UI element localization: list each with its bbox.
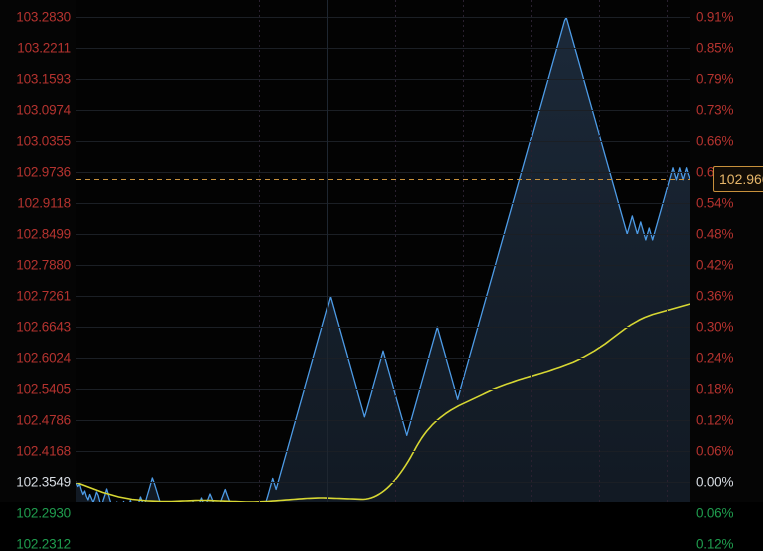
- axis-tick-label: 102.8499: [16, 226, 71, 242]
- axis-tick-label: 0.85%: [696, 40, 734, 56]
- gridline-horizontal: [76, 48, 690, 49]
- gridline-horizontal: [76, 17, 690, 18]
- gridline-horizontal: [76, 420, 690, 421]
- series-canvas: [76, 16, 690, 502]
- axis-tick-label: 0.06%: [696, 505, 734, 521]
- gridline-vertical-dotted: [259, 0, 260, 502]
- axis-tick-label: 0.18%: [696, 381, 734, 397]
- gridline-horizontal: [76, 172, 690, 173]
- axis-tick-label: 0.42%: [696, 257, 734, 273]
- right-percent-axis[interactable]: 0.91%0.85%0.79%0.73%0.66%0.60%0.54%0.48%…: [690, 0, 763, 550]
- left-price-axis[interactable]: 103.2830 103.2211 103.1593 103.0974 103.0355…: [0, 0, 76, 550]
- axis-tick-label: 0.54%: [696, 195, 734, 211]
- axis-tick-label: 103.0974: [16, 102, 71, 118]
- current-price-dashed-line: [76, 178, 690, 180]
- axis-tick-label: 102.2312: [16, 536, 71, 551]
- axis-tick-label: 0.91%: [696, 9, 734, 25]
- axis-tick-label: 0.66%: [696, 133, 734, 149]
- gridline-horizontal: [76, 327, 690, 328]
- axis-tick-label: 0.30%: [696, 319, 734, 335]
- gridline-horizontal: [76, 141, 690, 142]
- gridline-horizontal: [76, 234, 690, 235]
- axis-tick-label: 102.5405: [16, 381, 71, 397]
- gridline-horizontal: [76, 482, 690, 483]
- gridline-vertical-dotted: [667, 0, 668, 502]
- gridline-horizontal: [76, 389, 690, 390]
- axis-tick-label: 102.7880: [16, 257, 71, 273]
- gridline-vertical-dotted: [463, 0, 464, 502]
- axis-tick-label: 102.9118: [17, 195, 71, 211]
- axis-tick-label: 102.4168: [16, 443, 71, 459]
- axis-tick-label: 0.24%: [696, 350, 734, 366]
- axis-tick-label: 0.48%: [696, 226, 734, 242]
- gridline-horizontal: [76, 79, 690, 80]
- gridline-vertical-dotted: [599, 0, 600, 502]
- axis-tick-label: 103.2211: [17, 40, 71, 56]
- axis-tick-label: 102.9736: [16, 164, 71, 180]
- gridline-vertical: [327, 0, 328, 502]
- axis-tick-label: 0.06%: [696, 443, 734, 459]
- axis-tick-label: 103.0355: [16, 133, 71, 149]
- axis-tick-label: 0.12%: [696, 412, 734, 428]
- axis-tick-label: 102.6024: [16, 350, 71, 366]
- gridline-horizontal: [76, 203, 690, 204]
- price-line: [76, 16, 690, 502]
- current-price-tag[interactable]: 102.960: [713, 165, 763, 192]
- axis-tick-label: 103.2830: [16, 9, 71, 25]
- axis-tick-label: 102.3549: [16, 474, 71, 490]
- price-area-fill: [76, 17, 690, 502]
- axis-tick-label: 102.4786: [16, 412, 71, 428]
- gridline-horizontal: [76, 296, 690, 297]
- moving-average-line: [76, 303, 690, 502]
- gridline-vertical-dotted: [531, 0, 532, 502]
- gridline-horizontal: [76, 358, 690, 359]
- axis-tick-label: 102.6643: [16, 319, 71, 335]
- axis-tick-label: 0.36%: [696, 288, 734, 304]
- axis-tick-label: 0.12%: [696, 536, 734, 551]
- axis-tick-label: 0.00%: [696, 474, 734, 490]
- axis-tick-label: 0.79%: [696, 71, 734, 87]
- gridline-horizontal: [76, 451, 690, 452]
- gridline-vertical-dotted: [395, 0, 396, 502]
- plot-area[interactable]: [76, 0, 690, 502]
- axis-tick-label: 103.1593: [16, 71, 71, 87]
- gridline-horizontal: [76, 265, 690, 266]
- gridline-horizontal: [76, 110, 690, 111]
- axis-tick-label: 0.73%: [696, 102, 734, 118]
- axis-tick-label: 102.2930: [16, 505, 71, 521]
- axis-tick-label: 102.7261: [16, 288, 71, 304]
